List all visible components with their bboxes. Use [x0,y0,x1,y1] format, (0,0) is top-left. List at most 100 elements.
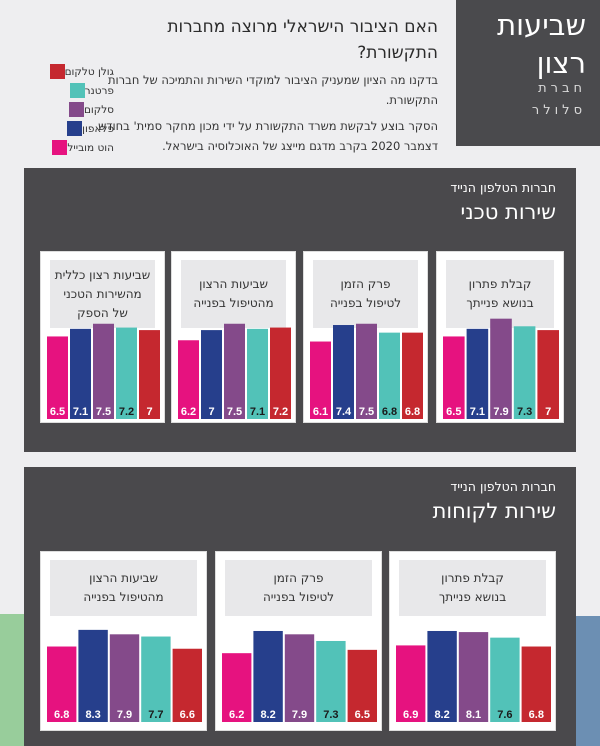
bar-2 [427,630,457,722]
bar-value-label: 6.5 [355,709,370,721]
legend-item-hot-mobile: הוט מובייל [24,138,114,157]
panel-title: שירות לקוחות [432,499,556,523]
bar-4 [141,636,171,722]
bar-value-label: 7.5 [96,406,111,418]
bar-chart: 6.9 8.2 8.1 7.6 6.8 [396,630,551,722]
chart-card: שביעות רצון כללית מהשירות הטכני של הספק 6… [40,251,165,423]
bar-4 [247,328,268,419]
legend-item-golan: גולן טלקום [24,62,114,81]
panel-title: שירות טכני [460,200,556,224]
panel-subtitle: חברות הטלפון הנייד [450,180,556,195]
legend-label: פלאפון [82,122,114,135]
bar-3 [109,634,140,722]
bar-value-label: 7 [208,406,214,418]
bar-value-label: 7.9 [117,709,132,721]
bar-value-label: 7.1 [73,406,88,418]
bar-3 [356,323,377,419]
chart-title: שביעות הרצון מהטיפול בפנייה [50,560,197,616]
bar-value-label: 6.6 [180,709,195,721]
bar-value-label: 7.3 [323,709,338,721]
intro-heading: האם הציבור הישראלי מרוצה מחברות התקשורת? [167,17,438,63]
bar-value-label: 6.8 [529,709,544,721]
legend-swatch [52,140,68,155]
bar-5 [537,330,559,419]
chart-title-text: שביעות הרצון מהטיפול בפנייה [193,277,274,310]
bar-value-label: 7.9 [493,406,508,418]
legend-label: סלקום [83,103,114,116]
chart-card: קבלת פתרון בנושא פנייתך 6.5 7.1 7.9 7.3 7 [436,251,564,423]
bar-value-label: 6.5 [446,406,461,418]
bar-value-label: 8.3 [85,709,100,721]
bar-1 [47,336,68,419]
bar-value-label: 6.8 [382,406,397,418]
bar-value-label: 6.8 [54,709,69,721]
chart-card: שביעות הרצון מהטיפול בפנייה 6.8 8.3 7.9 7.7 6… [40,551,207,731]
intro-paragraph-2: הסקר בוצע לבקשת משרד התקשורת על ידי מכון… [98,119,438,153]
chart-card: קבלת פתרון בנושא פנייתך 6.9 8.2 8.1 7.6 6.8 [389,551,556,731]
bar-value-label: 7.7 [148,709,163,721]
bar-1 [396,645,426,722]
legend-label: פרטנר [84,84,114,97]
chart-title-text: שביעות רצון כללית מהשירות הטכני של הספק [54,267,151,320]
bar-2 [201,330,222,419]
chart-title-text: קבלת פתרון בנושא פנייתך [466,277,534,310]
bar-value-label: 8.2 [434,709,449,721]
bar-value-label: 6.2 [229,709,244,721]
bar-4 [513,326,536,419]
bar-5 [347,649,377,722]
bar-4 [379,332,400,419]
bar-1 [443,336,465,419]
bar-value-label: 8.2 [260,709,275,721]
chart-title: קבלת פתרון בנושא פנייתך [446,260,554,328]
bar-3 [93,323,114,419]
bar-value-label: 6.1 [313,406,328,418]
bar-value-label: 6.5 [50,406,65,418]
bar-5 [172,648,202,722]
hero-title: שביעות רצון [497,8,586,80]
hero-subtitle: חברת סלולר [531,81,586,118]
bar-4 [116,327,137,419]
legend-label: גולן טלקום [64,65,114,78]
bar-value-label: 7.5 [227,406,242,418]
background-image-left [0,614,24,746]
hero-box: שביעות רצון חברת סלולר [456,0,600,146]
chart-title-text: פרק הזמן לטיפול בפנייה [262,571,335,604]
bar-value-label: 7.2 [119,406,134,418]
chart-title: שביעות הרצון מהטיפול בפנייה [181,260,286,328]
bar-value-label: 8.1 [466,709,481,721]
bar-3 [458,632,489,722]
bar-chart: 6.2 8.2 7.9 7.3 6.5 [222,630,377,722]
bar-1 [222,653,252,722]
bar-value-label: 7.4 [336,406,352,418]
bar-4 [490,637,520,722]
bar-chart: 6.2 7 7.5 7.1 7.2 [178,323,291,419]
bar-1 [47,646,77,722]
legend-item-cellcom: סלקום [24,100,114,119]
bar-1 [178,340,199,419]
bar-3 [490,318,512,419]
bar-4 [316,640,346,722]
bar-2 [78,629,108,722]
legend-swatch [69,83,85,98]
chart-card: פרק הזמן לטיפול בפנייה 6.1 7.4 7.5 6.8 6.8 [303,251,428,423]
chart-title-text: שביעות הרצון מהטיפול בפנייה [83,571,164,604]
chart-title-text: פרק הזמן לטיפול בפנייה [329,277,402,310]
chart-card: שביעות הרצון מהטיפול בפנייה 6.2 7 7.5 7.1 7.2 [171,251,296,423]
chart-card: פרק הזמן לטיפול בפנייה 6.2 8.2 7.9 7.3 6.5 [215,551,382,731]
legend-label: הוט מובייל [67,141,114,154]
bar-value-label: 7.3 [517,406,532,418]
intro-paragraph-1: בדקנו מה הציון שמעניק הציבור למוקדי השיר… [107,73,438,107]
bar-chart: 6.5 7.1 7.9 7.3 7 [443,318,559,419]
bar-5 [270,327,291,419]
chart-title: פרק הזמן לטיפול בפנייה [225,560,372,616]
legend-swatch [49,64,65,79]
bar-3 [224,323,245,419]
intro: האם הציבור הישראלי מרוצה מחברות התקשורת?… [98,14,438,162]
legend: גולן טלקום פרטנר סלקום פלאפון הוט מובייל [24,62,114,157]
bar-value-label: 6.9 [403,709,418,721]
bar-value-label: 7 [545,406,551,418]
bar-value-label: 7 [146,406,152,418]
legend-item-partner: פרטנר [24,81,114,100]
bar-3 [284,634,315,722]
bar-value-label: 7.1 [250,406,265,418]
